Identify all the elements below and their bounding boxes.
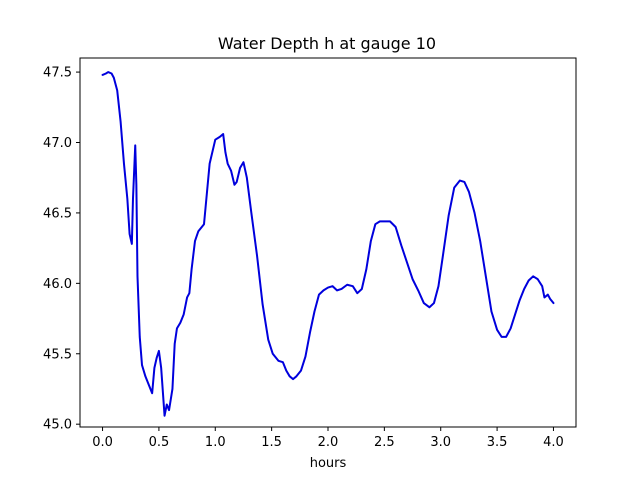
y-axis: 45.0 45.5 46.0 46.5 47.0 47.5 <box>43 66 80 433</box>
x-tick-label: 2.0 <box>318 435 339 450</box>
x-tick-label: 1.0 <box>205 435 226 450</box>
x-tick-label: 3.0 <box>430 435 451 450</box>
y-tick-label: 46.0 <box>43 277 72 292</box>
water-depth-line <box>101 71 555 417</box>
x-tick-label: 1.5 <box>261 435 282 450</box>
chart-title: Water Depth h at gauge 10 <box>218 34 436 53</box>
x-tick-label: 4.0 <box>543 435 564 450</box>
y-tick-label: 47.0 <box>43 136 72 151</box>
x-tick-label: 0.0 <box>92 435 113 450</box>
x-tick-label: 0.5 <box>149 435 170 450</box>
y-tick-label: 45.0 <box>43 418 72 433</box>
x-axis: 0.0 0.5 1.0 1.5 2.0 2.5 3.0 3.5 4.0 <box>92 427 564 450</box>
y-tick-label: 46.5 <box>43 206 72 221</box>
x-axis-label: hours <box>310 456 347 471</box>
x-tick-label: 3.5 <box>487 435 508 450</box>
x-tick-label: 2.5 <box>374 435 395 450</box>
y-tick-label: 45.5 <box>43 347 72 362</box>
y-tick-label: 47.5 <box>43 66 72 81</box>
